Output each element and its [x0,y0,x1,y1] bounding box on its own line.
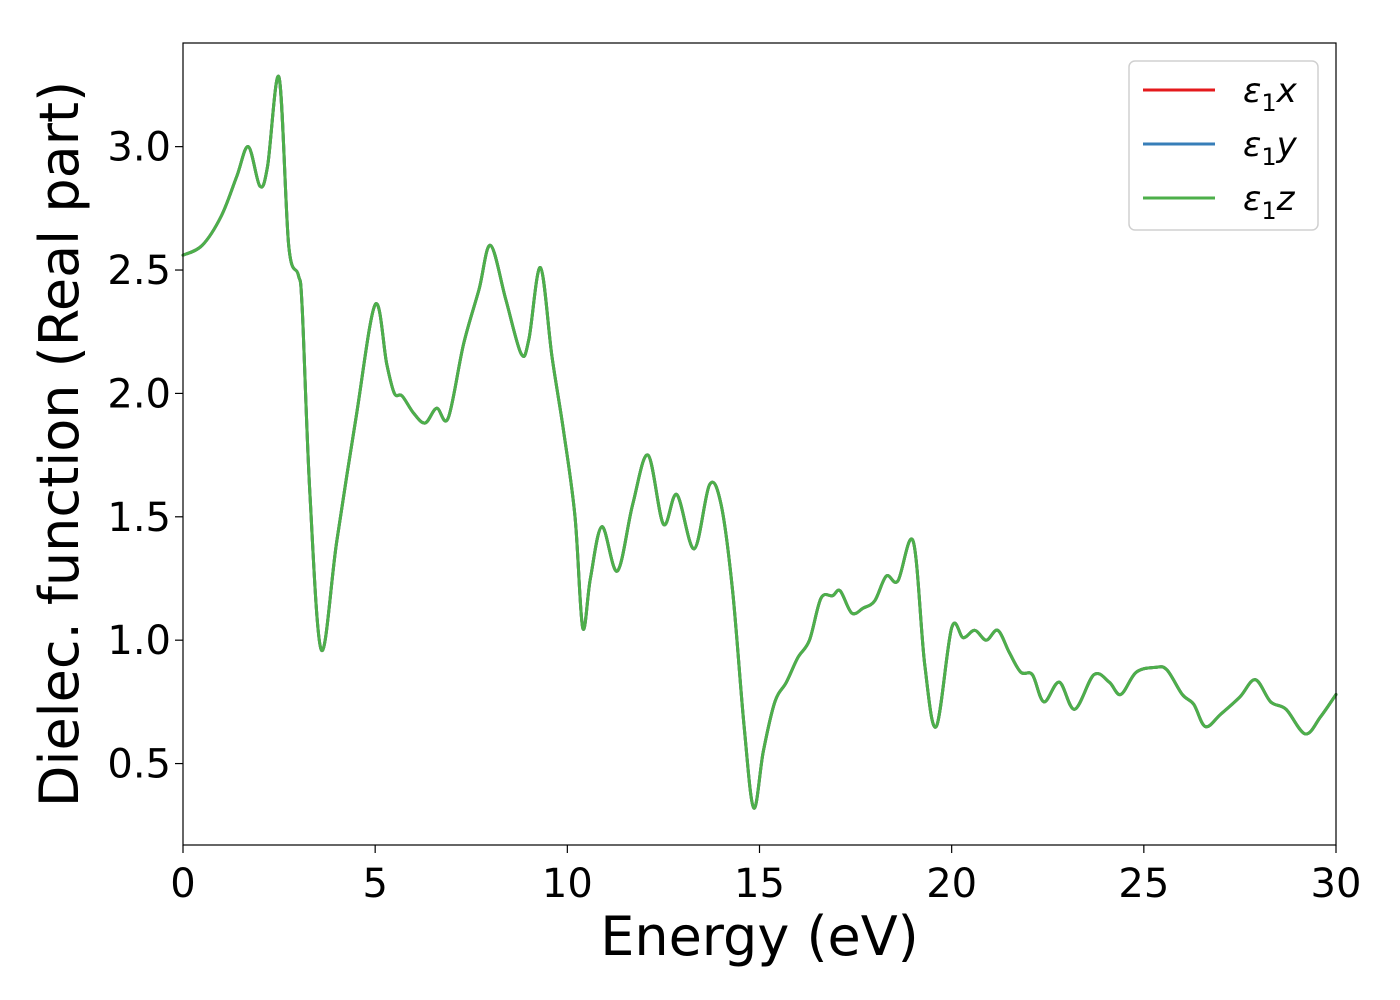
legend-epsilon: ε [1243,125,1261,165]
y-tick-label: 1.0 [107,618,171,664]
x-tick-label: 25 [1118,861,1169,907]
legend-box [1128,60,1319,231]
legend-subscript: 1 [1261,197,1276,225]
y-axis-label: Dielec. function (Real part) [28,81,91,807]
x-axis-ticks: 0 5 10 15 20 25 30 [170,845,1361,907]
y-tick-label: 2.0 [107,371,171,417]
x-tick-label: 30 [1311,861,1362,907]
x-tick-label: 5 [362,861,387,907]
y-tick-label: 2.5 [107,248,171,294]
legend-component: y [1276,125,1298,165]
y-tick-label: 0.5 [107,742,171,788]
series-layer [181,74,1338,810]
legend-label-y: ε1y [1243,125,1298,171]
y-tick-label: 1.5 [107,495,171,541]
legend-label-z: ε1z [1243,179,1296,225]
series-line-z [181,74,1338,810]
legend-component: x [1276,71,1298,111]
y-axis-ticks: 0.5 1.0 1.5 2.0 2.5 3.0 [107,125,183,788]
x-tick-label: 15 [734,861,785,907]
legend-subscript: 1 [1261,89,1276,117]
legend-epsilon: ε [1243,179,1261,219]
legend-label-x: ε1x [1243,71,1298,117]
x-tick-label: 0 [170,861,195,907]
x-axis-label: Energy (eV) [600,905,919,968]
legend-subscript: 1 [1261,143,1276,171]
legend-epsilon: ε [1243,71,1261,111]
y-tick-label: 3.0 [107,125,171,171]
legend-component: z [1276,179,1296,219]
x-tick-label: 20 [926,861,977,907]
x-tick-label: 10 [542,861,593,907]
